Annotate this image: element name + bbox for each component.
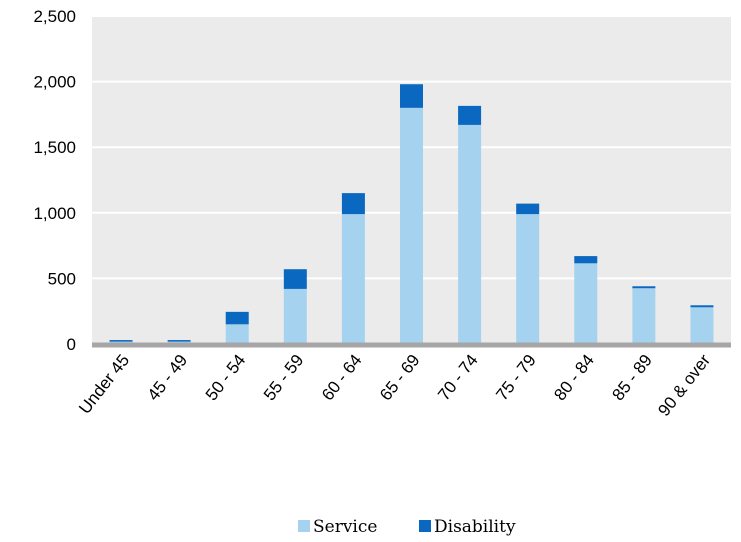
bar-disability xyxy=(225,311,249,325)
bar-disability xyxy=(341,193,365,215)
x-tick-label: 90 & over xyxy=(654,350,714,419)
bar-service xyxy=(225,324,249,344)
bar-service xyxy=(516,214,540,344)
y-axis-ticks: 0 500 1,000 1,500 2,000 2,500 xyxy=(33,7,76,354)
x-tick-label: 55 - 59 xyxy=(260,351,308,404)
bars xyxy=(109,84,714,344)
y-tick-label: 2,000 xyxy=(33,73,76,92)
bar-disability xyxy=(109,340,133,342)
y-tick-label: 0 xyxy=(67,335,76,354)
x-tick-label: 60 - 64 xyxy=(318,351,366,404)
bar-disability xyxy=(574,256,598,264)
bar-service xyxy=(283,288,307,344)
y-tick-label: 500 xyxy=(48,269,76,288)
bar-service xyxy=(400,107,423,344)
x-tick-label: 45 - 49 xyxy=(144,351,192,404)
bar-service xyxy=(458,124,482,344)
legend-label-service: Service xyxy=(313,517,377,537)
x-tick-label: 65 - 69 xyxy=(376,351,424,404)
bar-service xyxy=(632,288,656,344)
bar-disability xyxy=(400,84,423,108)
y-tick-label: 1,000 xyxy=(33,204,76,223)
x-tick-label: 85 - 89 xyxy=(608,351,656,404)
legend-swatch-disability xyxy=(419,520,431,532)
legend-swatch-service xyxy=(298,520,310,532)
x-tick-label: Under 45 xyxy=(75,351,133,418)
y-tick-label: 2,500 xyxy=(33,7,76,26)
bar-service xyxy=(574,263,598,344)
x-tick-label: 50 - 54 xyxy=(202,351,250,404)
bar-service xyxy=(341,214,365,344)
legend: Service Disability xyxy=(298,517,516,537)
bar-service xyxy=(690,307,714,344)
bar-disability xyxy=(516,203,540,215)
legend-label-disability: Disability xyxy=(434,517,516,537)
x-tick-label: 80 - 84 xyxy=(550,351,598,404)
x-axis-ticks: Under 45 45 - 49 50 - 54 55 - 59 60 - 64 65 -… xyxy=(75,350,714,419)
x-tick-label: 70 - 74 xyxy=(434,351,482,404)
bar-disability xyxy=(458,105,482,125)
bar-disability xyxy=(167,340,191,342)
bar-disability xyxy=(632,286,656,289)
x-tick-label: 75 - 79 xyxy=(492,351,540,404)
bar-disability xyxy=(690,305,714,308)
bar-disability xyxy=(283,269,307,289)
y-tick-label: 1,500 xyxy=(33,138,76,157)
